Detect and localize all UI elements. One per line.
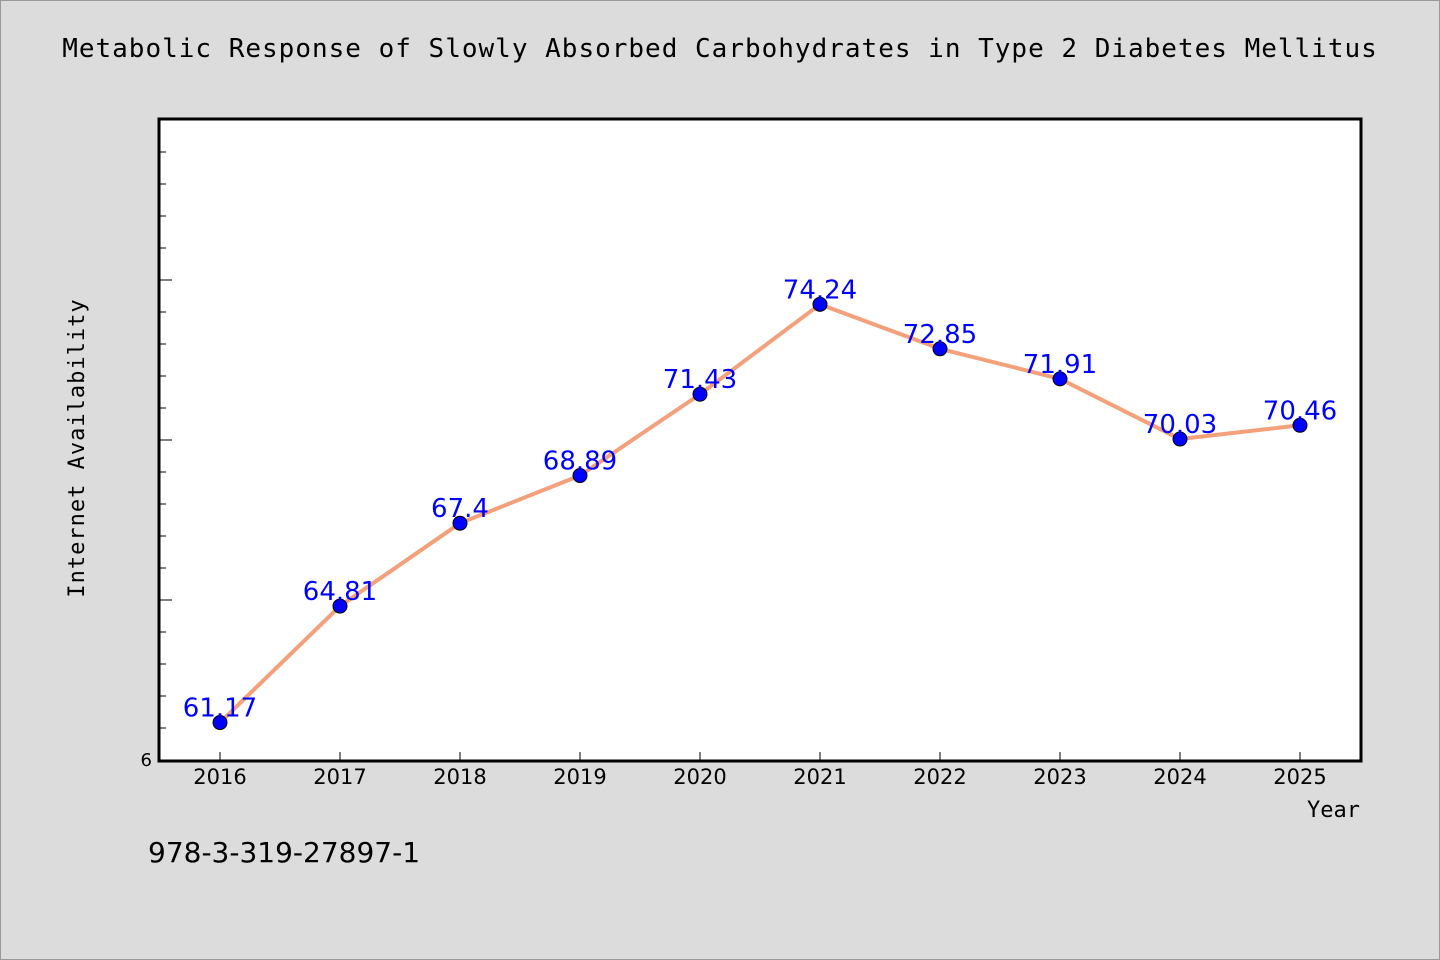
x-tick-label: 2016 [193, 765, 246, 789]
y-axis-label: Internet Availability [65, 298, 90, 597]
data-label: 64.81 [303, 577, 377, 607]
data-point [692, 386, 708, 402]
data-label: 70.46 [1263, 396, 1337, 426]
y-axis-ticks [160, 119, 172, 761]
data-point [1052, 371, 1068, 387]
data-point [932, 341, 948, 357]
x-tick-label: 2017 [313, 765, 366, 789]
data-label: 61.17 [183, 694, 257, 724]
x-tick-label: 2021 [793, 765, 846, 789]
data-points [212, 296, 1308, 731]
x-tick-label: 2018 [433, 765, 486, 789]
data-point [212, 715, 228, 731]
data-point [812, 296, 828, 312]
data-label: 68.89 [543, 447, 617, 477]
data-label: 72.85 [903, 320, 977, 350]
chart-title: Metabolic Response of Slowly Absorbed Ca… [62, 34, 1378, 64]
x-tick-label: 2020 [673, 765, 726, 789]
plot-area [157, 117, 1363, 763]
data-point [332, 598, 348, 614]
x-axis-label: Year [1307, 798, 1360, 823]
x-tick-label: 2025 [1273, 765, 1326, 789]
x-tick-label: 2023 [1033, 765, 1086, 789]
x-tick-label: 2019 [553, 765, 606, 789]
x-axis-ticks: 2016 2017 2018 2019 2020 2021 2022 2023 2024 2025 [193, 752, 1327, 789]
data-label: 74.24 [783, 275, 857, 305]
x-tick-label: 2022 [913, 765, 966, 789]
data-labels: 61.17 64.81 67.4 68.89 71.43 74.24 72.85 71.91 7… [183, 275, 1337, 723]
data-label: 71.91 [1023, 350, 1097, 380]
data-point [1292, 417, 1308, 433]
data-label: 70.03 [1143, 410, 1217, 440]
data-point [452, 515, 468, 531]
data-label: 67.4 [431, 494, 489, 524]
data-point [572, 468, 588, 484]
x-tick-label: 2024 [1153, 765, 1206, 789]
footer-code: 978-3-319-27897-1 [148, 836, 421, 869]
data-point [1172, 431, 1188, 447]
y-tick-label: 6 [141, 750, 152, 771]
data-label: 71.43 [663, 365, 737, 395]
series-line [218, 302, 1301, 724]
